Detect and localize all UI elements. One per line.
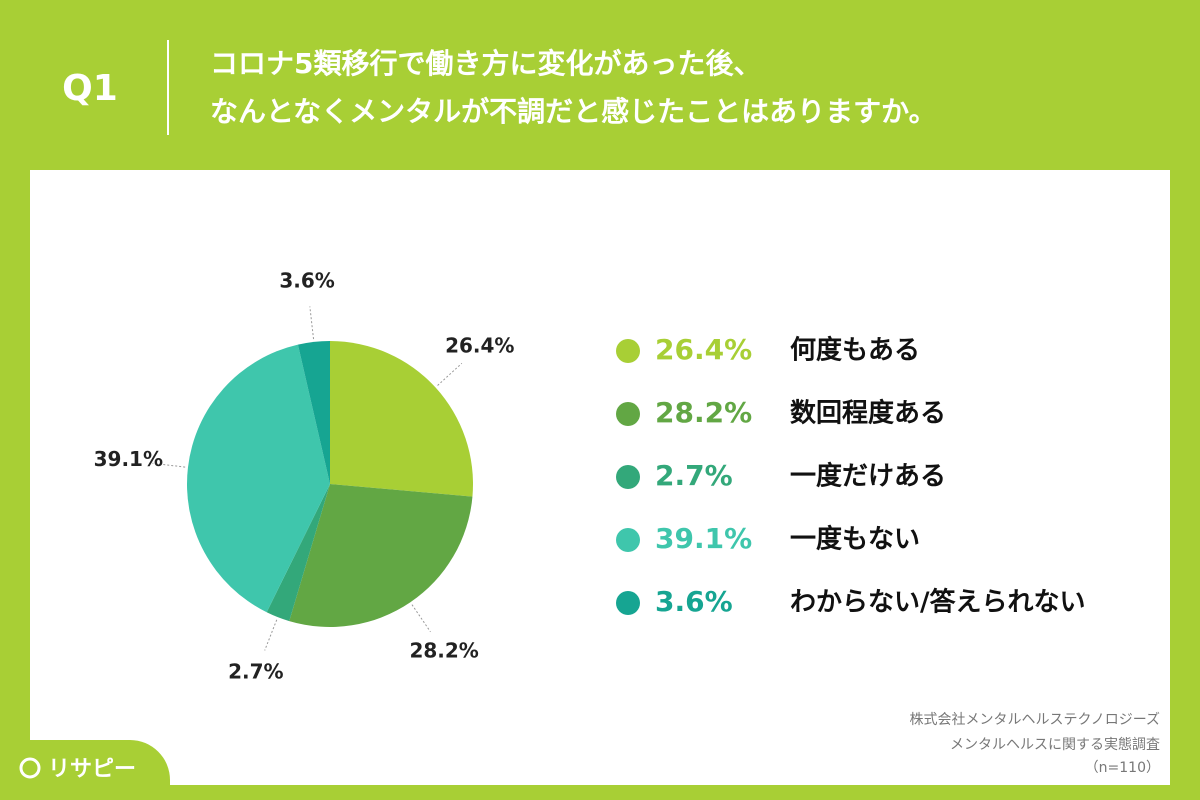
data-label: 28.2% (409, 638, 478, 662)
legend-marker (616, 528, 640, 552)
pie-slice (266, 484, 330, 622)
legend-label: 一度もない (790, 524, 920, 555)
legend-value: 2.7% (655, 459, 733, 492)
legend-marker (616, 465, 640, 489)
legend-label: 数回程度ある (790, 398, 946, 429)
data-label: 26.4% (445, 333, 514, 357)
legend-value: 28.2% (655, 396, 752, 429)
legend-value: 39.1% (655, 522, 752, 555)
legend-marker (616, 339, 640, 363)
legend-label: 何度もある (790, 335, 920, 366)
data-label: 2.7% (228, 660, 283, 684)
pie-slice (330, 341, 473, 497)
leader-line (411, 604, 431, 633)
logo-icon (19, 757, 41, 779)
logo-badge (0, 740, 170, 800)
title-line: コロナ5類移行で働き方に変化があった後、 (210, 47, 762, 80)
footnote: 株式会社メンタルヘルステクノロジーズ (910, 712, 1160, 728)
legend-marker (616, 402, 640, 426)
pie-slice (187, 344, 330, 613)
legend-value: 3.6% (655, 585, 733, 618)
pie-slice (297, 341, 330, 484)
footnote: （n=110） (1085, 760, 1160, 776)
title-line: なんとなくメンタルが不調だと感じたことはありますか。 (210, 95, 937, 128)
leader-line (437, 362, 463, 386)
legend-label: わからない/答えられない (790, 587, 1086, 618)
pie-slice (289, 484, 473, 627)
data-label: 39.1% (94, 447, 163, 471)
data-label: 3.6% (279, 269, 334, 293)
footnote: メンタルヘルスに関する実態調査 (950, 737, 1160, 753)
question-number: Q1 (62, 68, 118, 109)
legend-label: 一度だけある (790, 461, 946, 492)
logo: リサピー (48, 757, 136, 782)
leader-line (264, 619, 278, 651)
leader-line (152, 462, 186, 468)
legend-value: 26.4% (655, 333, 752, 366)
leader-line (309, 306, 315, 340)
legend-marker (616, 591, 640, 615)
